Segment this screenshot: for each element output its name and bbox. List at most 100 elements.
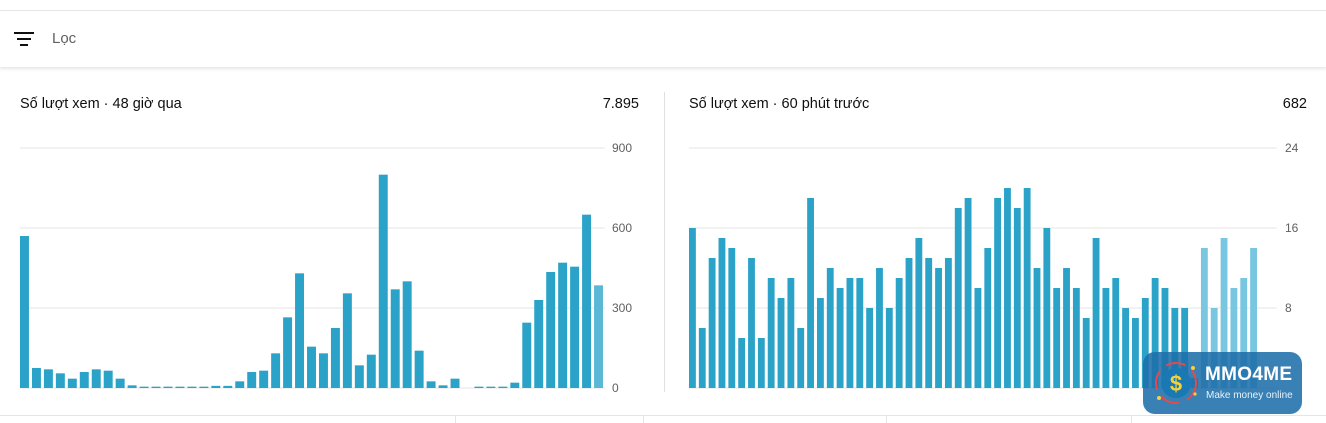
bar[interactable]	[905, 258, 913, 388]
bar[interactable]	[1072, 288, 1080, 388]
bar[interactable]	[846, 278, 854, 388]
bar[interactable]	[534, 300, 544, 388]
bar[interactable]	[1053, 288, 1061, 388]
bar[interactable]	[1112, 278, 1120, 388]
bar[interactable]	[354, 365, 364, 388]
bar[interactable]	[522, 322, 532, 388]
bar[interactable]	[546, 272, 556, 388]
bar[interactable]	[1092, 238, 1100, 388]
bar[interactable]	[836, 288, 844, 388]
bar[interactable]	[797, 328, 805, 388]
bar[interactable]	[1132, 318, 1139, 388]
bar[interactable]	[450, 378, 460, 388]
bar[interactable]	[20, 236, 29, 388]
bar[interactable]	[708, 258, 716, 388]
bar[interactable]	[935, 268, 942, 388]
bar[interactable]	[925, 258, 933, 388]
bar[interactable]	[43, 369, 53, 388]
bar[interactable]	[378, 174, 388, 388]
bar[interactable]	[1013, 208, 1021, 388]
bar[interactable]	[689, 228, 696, 388]
bar[interactable]	[1033, 268, 1041, 388]
bar[interactable]	[816, 298, 824, 388]
bar[interactable]	[777, 298, 785, 388]
bar[interactable]	[295, 273, 305, 388]
bar[interactable]	[738, 338, 746, 388]
bar[interactable]	[984, 248, 992, 388]
bar[interactable]	[1151, 278, 1159, 388]
bar[interactable]	[235, 381, 245, 388]
bar[interactable]	[402, 281, 412, 388]
bar[interactable]	[728, 248, 736, 388]
bar[interactable]	[175, 386, 185, 388]
bar[interactable]	[974, 288, 982, 388]
bar[interactable]	[1102, 288, 1110, 388]
bar[interactable]	[895, 278, 903, 388]
bar[interactable]	[55, 373, 65, 388]
bar[interactable]	[330, 328, 340, 388]
bar[interactable]	[91, 369, 101, 388]
bar[interactable]	[366, 354, 376, 388]
bar[interactable]	[31, 368, 41, 388]
bar[interactable]	[748, 258, 755, 388]
bar[interactable]	[915, 238, 923, 388]
bar[interactable]	[826, 268, 834, 388]
bar[interactable]	[1023, 188, 1031, 388]
bar[interactable]	[283, 317, 293, 388]
bar[interactable]	[259, 370, 269, 388]
bar[interactable]	[582, 214, 592, 388]
bar[interactable]	[127, 385, 137, 388]
bar[interactable]	[1230, 288, 1238, 388]
bar[interactable]	[426, 381, 436, 388]
bar[interactable]	[767, 278, 775, 388]
bar[interactable]	[1004, 188, 1011, 388]
bar[interactable]	[558, 262, 568, 388]
bar[interactable]	[1063, 268, 1070, 388]
bar[interactable]	[787, 278, 795, 388]
bar[interactable]	[1141, 298, 1149, 388]
bar[interactable]	[1210, 308, 1218, 388]
bar[interactable]	[594, 285, 603, 388]
bar[interactable]	[474, 386, 484, 388]
bar[interactable]	[211, 385, 221, 388]
bar[interactable]	[79, 372, 89, 388]
bar[interactable]	[390, 289, 400, 388]
bar[interactable]	[1161, 288, 1169, 388]
bar[interactable]	[1200, 248, 1208, 388]
filter-label[interactable]: Lọc	[52, 30, 77, 47]
bar[interactable]	[223, 385, 233, 388]
bar[interactable]	[163, 386, 173, 388]
bar[interactable]	[856, 278, 864, 388]
bar[interactable]	[1043, 228, 1051, 388]
bar[interactable]	[1250, 248, 1257, 388]
bar[interactable]	[994, 198, 1002, 388]
bar[interactable]	[438, 385, 448, 388]
bar[interactable]	[115, 378, 125, 388]
bar[interactable]	[486, 386, 496, 388]
bar[interactable]	[1082, 318, 1090, 388]
bar[interactable]	[151, 386, 161, 388]
bar[interactable]	[570, 266, 580, 388]
bar[interactable]	[1240, 278, 1248, 388]
bar[interactable]	[271, 353, 281, 388]
bar[interactable]	[757, 338, 765, 388]
bar[interactable]	[307, 346, 316, 388]
bar[interactable]	[510, 382, 520, 388]
bar[interactable]	[1220, 238, 1228, 388]
bar[interactable]	[1122, 308, 1130, 388]
filter-bar[interactable]: Lọc	[0, 11, 1326, 67]
bar[interactable]	[954, 208, 962, 388]
filter-icon[interactable]	[14, 31, 34, 47]
bar[interactable]	[414, 350, 424, 388]
bar[interactable]	[944, 258, 952, 388]
bar[interactable]	[247, 372, 257, 388]
bar[interactable]	[187, 386, 197, 388]
bar[interactable]	[67, 378, 77, 388]
bar[interactable]	[342, 293, 352, 388]
bar[interactable]	[498, 386, 508, 388]
bar[interactable]	[807, 198, 814, 388]
bar[interactable]	[698, 328, 706, 388]
bar[interactable]	[139, 386, 149, 388]
bar[interactable]	[866, 308, 874, 388]
bar[interactable]	[199, 386, 209, 388]
